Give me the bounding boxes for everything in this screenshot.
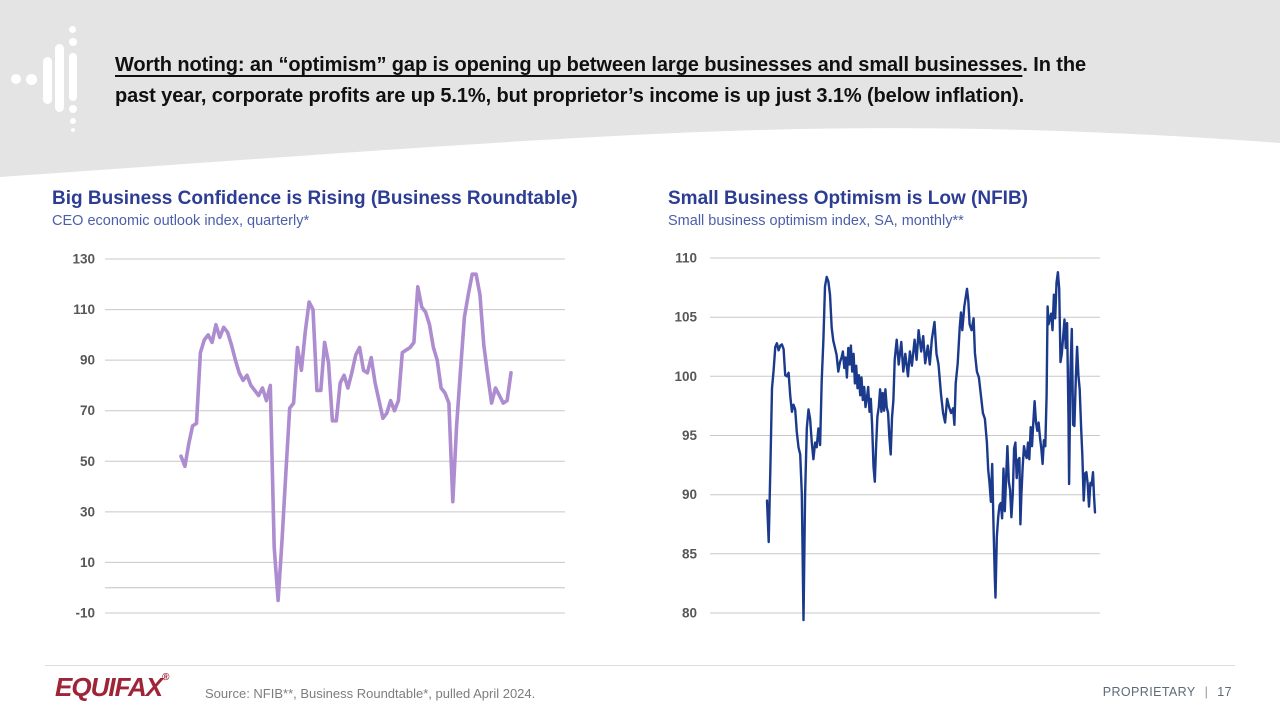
headline-line1: Worth noting: an “optimism” gap is openi… [115, 50, 1265, 81]
footer-divider [45, 665, 1235, 666]
motif-dot [25, 73, 37, 85]
right-chart-title: Small Business Optimism is Low (NFIB) [668, 188, 1029, 209]
proprietary-footer: PROPRIETARY | 17 [1103, 685, 1232, 699]
motif-bar [42, 57, 52, 104]
motif-bar [54, 44, 64, 112]
left-chart-line [179, 272, 513, 603]
motif-dot [11, 74, 21, 84]
left-chart-y-tick-label: 10 [80, 555, 95, 570]
headline-line2: past year, corporate profits are up 5.1%… [115, 85, 1025, 107]
equifax-logo: EQUIFAX® [55, 672, 170, 703]
left-chart-y-tick-label: 30 [80, 504, 95, 519]
equifax-logo-text: EQUIFAX [55, 672, 163, 702]
page-number: 17 [1217, 685, 1232, 699]
footer-separator: | [1204, 685, 1209, 699]
proprietary-label: PROPRIETARY [1102, 685, 1196, 699]
left-chart-y-tick-label: 130 [72, 252, 95, 267]
right-chart-y-tick-label: 85 [682, 546, 698, 561]
headline-underlined-text: Worth noting: an “optimism” gap is openi… [115, 54, 1023, 76]
motif-dot [69, 117, 76, 124]
right-chart-y-tick-label: 100 [674, 369, 697, 384]
headline-after-underline: . In the [1022, 54, 1087, 76]
motif-dot [69, 25, 76, 33]
left-chart-y-tick-label: 110 [73, 302, 95, 317]
source-note: Source: NFIB**, Business Roundtable*, pu… [205, 686, 536, 701]
motif-bar [69, 52, 77, 101]
right-chart-y-tick-label: 95 [682, 428, 698, 443]
registered-mark-icon: ® [162, 672, 170, 684]
left-chart-subtitle: CEO economic outlook index, quarterly* [52, 213, 310, 229]
right-chart-y-tick-label: 90 [682, 487, 697, 502]
left-chart-y-tick-label: 50 [80, 454, 95, 469]
headline: Worth noting: an “optimism” gap is openi… [115, 50, 1265, 112]
left-chart-y-tick-label: -10 [75, 606, 95, 621]
right-chart-line [765, 271, 1097, 622]
left-chart-title: Big Business Confidence is Rising (Busin… [52, 188, 578, 209]
right-chart-y-tick-label: 105 [674, 310, 697, 325]
motif-dot [70, 127, 75, 132]
right-chart-y-tick-label: 110 [675, 251, 697, 266]
left-chart-y-tick-label: 90 [80, 353, 95, 368]
right-chart-y-tick-label: 80 [682, 606, 697, 621]
motif-dot [68, 37, 77, 46]
motif-dot [68, 105, 77, 113]
right-chart-subtitle: Small business optimism index, SA, month… [668, 213, 964, 229]
left-chart-y-tick-label: 70 [80, 403, 95, 418]
